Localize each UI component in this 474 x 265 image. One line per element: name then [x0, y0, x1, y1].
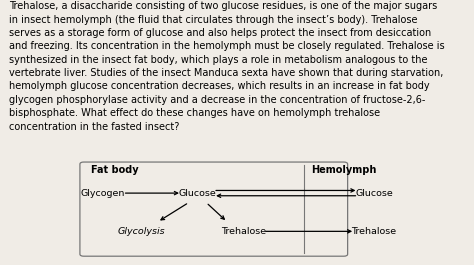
Text: Trehalose, a disaccharide consisting of two glucose residues, is one of the majo: Trehalose, a disaccharide consisting of … [9, 1, 444, 131]
Text: Trehalose: Trehalose [221, 227, 266, 236]
FancyBboxPatch shape [80, 162, 347, 256]
Text: Glucose: Glucose [179, 189, 217, 198]
Text: Glucose: Glucose [355, 189, 393, 198]
Text: Hemolymph: Hemolymph [311, 165, 377, 175]
Text: Glycolysis: Glycolysis [118, 227, 165, 236]
Text: Fat body: Fat body [91, 165, 138, 175]
Text: Glycogen: Glycogen [80, 189, 125, 198]
Text: Trehalose: Trehalose [351, 227, 397, 236]
